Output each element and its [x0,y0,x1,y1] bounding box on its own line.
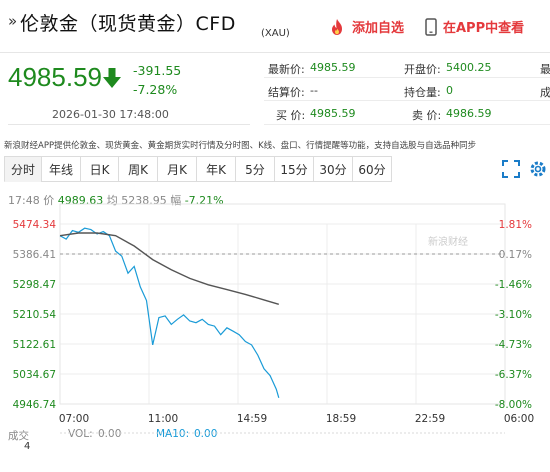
quote-edge-label: 最 [540,63,550,76]
x-tick-label: 11:00 [148,413,178,425]
view-in-app-label: 在APP中查看 [443,21,525,36]
info-time: 17:48 [8,194,40,207]
y-tick-label-right: -4.73% [495,339,532,351]
open-interest-label: 持仓量: [404,86,441,99]
open-interest-value: 0 [446,84,453,97]
price-change-percent: -7.28% [133,82,178,97]
tab-15min[interactable]: 15分 [274,156,314,182]
divider [264,77,550,78]
breadcrumb-arrow: » [8,12,18,30]
divider [264,124,550,125]
y-tick-label-left: 5034.67 [13,369,56,381]
plot-frame [59,203,506,405]
header-divider [0,52,550,53]
tab-intraday[interactable]: 分时 [4,156,42,182]
price-change: -391.55 [133,63,182,78]
y-tick-label-right: 0.17% [499,249,532,261]
chart-series [59,227,280,398]
ma10-value: 0.00 [194,428,218,440]
y-tick-label-right: -8.00% [495,399,532,411]
open-price-value: 5400.25 [446,61,492,74]
latest-price-label: 最新价: [268,63,305,76]
y-tick-label-right: -3.10% [495,309,532,321]
settle-price-value: -- [310,84,318,97]
y-tick-label-right: 1.81% [499,219,532,231]
phone-icon [425,17,437,36]
x-tick-label: 06:00 [504,413,534,425]
add-to-watchlist-label: 添加自选 [352,21,405,36]
gear-icon[interactable] [528,158,548,180]
y-tick-label-left: 5122.61 [13,339,56,351]
chart-watermark: 新浪财经 [428,235,468,248]
fullscreen-icon[interactable] [500,158,522,180]
tab-weekly-k[interactable]: 周K [118,156,158,182]
last-price: 4985.59 [8,62,102,92]
bid-price-label: 买 价: [276,109,306,122]
chart-grid [59,203,506,405]
volume-label: VOL: [68,428,93,440]
tab-year-line[interactable]: 年线 [41,156,81,182]
settle-price-label: 结算价: [268,86,305,99]
y-tick-label-left: 5386.41 [13,249,56,261]
view-in-app-button[interactable]: 在APP中查看 [425,17,524,36]
x-tick-label: 22:59 [415,413,445,425]
divider [264,100,550,101]
tab-daily-k[interactable]: 日K [80,156,119,182]
y-tick-label-left: 5474.34 [13,219,57,231]
average-line [59,232,279,305]
y-axis-left: 5474.34 5386.41 5298.47 5210.54 5122.61 5034.… [13,219,57,411]
latest-price-value: 4985.59 [310,61,356,74]
ask-price-value: 4986.59 [446,107,492,120]
info-amp-label: 幅 [170,194,182,207]
x-tick-label: 14:59 [237,413,267,425]
quote-edge-label: 成 [540,86,550,99]
volume-axis-tick: 4 [24,441,31,452]
ask-price-label: 卖 价: [412,109,442,122]
x-tick-label: 18:59 [326,413,356,425]
info-avg-label: 均 [106,194,118,207]
chart-period-tabs: 分时 年线 日K 周K 月K 年K 5分 15分 30分 60分 [4,156,392,182]
open-price-label: 开盘价: [404,63,441,76]
bid-price-value: 4985.59 [310,107,356,120]
flame-icon [332,18,342,35]
quote-timestamp: 2026-01-30 17:48:00 [52,108,169,121]
ma10-label: MA10: [156,428,190,440]
y-tick-label-left: 5298.47 [13,279,56,291]
x-tick-label: 07:00 [59,413,89,425]
tab-yearly-k[interactable]: 年K [196,156,236,182]
y-tick-label-left: 5210.54 [13,309,57,321]
y-tick-label-right: -1.46% [495,279,532,291]
add-to-watchlist-button[interactable]: 添加自选 [328,17,404,36]
tab-30min[interactable]: 30分 [313,156,353,182]
volume-value: 0.00 [98,428,122,440]
price-line [59,227,280,398]
volume-pane-label: 成交 [8,430,29,442]
arrow-down-icon [103,68,121,88]
intraday-chart[interactable]: 新浪财经 5474.34 5386.41 5298.47 5210.54 5122.61… [0,182,550,428]
y-tick-label-left: 4946.74 [13,399,57,411]
x-axis: 07:00 11:00 14:59 18:59 22:59 06:00 [59,413,534,425]
page-title: 伦敦金（现货黄金）CFD [20,13,236,35]
volume-grid [60,432,505,434]
page-description: 新浪财经APP提供伦敦金、现货黄金、黄金期货实时行情及分时图、K线、盘口、行情提… [4,141,477,151]
y-axis-right: 1.81% 0.17% -1.46% -3.10% -4.73% -6.37% -8.00% [495,219,532,411]
y-tick-label-right: -6.37% [495,369,532,381]
symbol-code: (XAU) [261,28,290,39]
tab-5min[interactable]: 5分 [235,156,275,182]
tab-monthly-k[interactable]: 月K [157,156,197,182]
divider [8,124,250,125]
info-price-label: 价 [43,194,55,207]
tab-60min[interactable]: 60分 [352,156,392,182]
